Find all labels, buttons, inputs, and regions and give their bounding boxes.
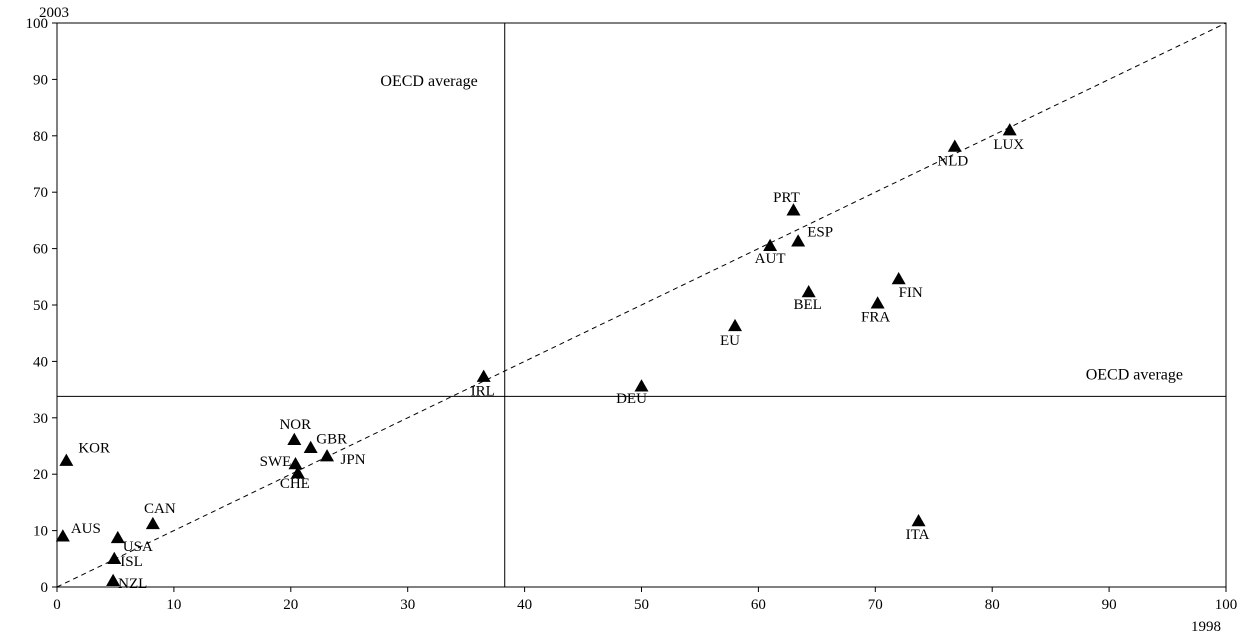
point-marker-aus <box>55 529 70 542</box>
point-marker-eu <box>728 318 743 332</box>
axis-ticks: 0 10 20 30 40 50 60 70 80 90 100 0 10 20 30 40 50 60 70 80 9… <box>26 16 1238 613</box>
point-marker-irl <box>476 369 491 382</box>
point-label-che: CHE <box>280 476 310 492</box>
point-marker-ita <box>911 514 926 527</box>
point-label-irl: IRL <box>471 384 495 400</box>
point-marker-jpn <box>320 449 335 462</box>
x-tick-label: 20 <box>283 597 298 613</box>
point-label-eu: EU <box>720 333 740 349</box>
point-marker-bel <box>801 285 816 298</box>
point-marker-swe <box>288 457 303 470</box>
point-marker-nzl <box>106 573 121 587</box>
point-label-esp: ESP <box>807 224 833 240</box>
x-tick-label: 30 <box>400 597 415 613</box>
point-marker-gbr <box>303 440 318 453</box>
point-marker-lux <box>1002 123 1017 136</box>
x-tick-label: 70 <box>868 597 883 613</box>
x-tick-label: 100 <box>1215 597 1238 613</box>
x-tick-label: 90 <box>1102 597 1117 613</box>
point-label-nzl: NZL <box>118 576 147 592</box>
point-label-fin: FIN <box>899 285 923 301</box>
point-label-nor: NOR <box>279 417 311 433</box>
point-label-aut: AUT <box>755 251 786 267</box>
x-tick-label: 80 <box>985 597 1000 613</box>
y-axis-title: 2003 <box>39 5 69 21</box>
point-label-lux: LUX <box>993 137 1024 153</box>
point-label-prt: PRT <box>773 190 800 206</box>
point-label-fra: FRA <box>861 309 890 325</box>
point-label-isl: ISL <box>120 554 143 570</box>
point-marker-che <box>290 466 305 479</box>
point-label-swe: SWE <box>260 454 292 470</box>
x-tick-label: 60 <box>751 597 766 613</box>
point-marker-fin <box>891 272 906 285</box>
point-marker-prt <box>786 203 801 216</box>
oecd-average-horizontal-label: OECD average <box>1086 366 1183 383</box>
y-tick-label: 50 <box>33 298 48 314</box>
x-axis-title: 1998 <box>1191 619 1221 635</box>
y-tick-label: 100 <box>26 16 49 32</box>
point-label-ita: ITA <box>906 527 930 543</box>
y-tick-label: 40 <box>33 354 48 370</box>
point-marker-kor <box>59 453 74 466</box>
point-label-aus: AUS <box>71 521 101 537</box>
y-tick-label: 60 <box>33 242 48 258</box>
y-tick-label: 10 <box>33 524 48 540</box>
point-marker-can <box>145 516 160 530</box>
y-tick-label: 70 <box>33 185 48 201</box>
x-tick-label: 0 <box>53 597 61 613</box>
point-marker-nld <box>947 139 962 152</box>
point-label-nld: NLD <box>937 154 968 170</box>
y-tick-label: 90 <box>33 72 48 88</box>
point-label-jpn: JPN <box>341 452 366 468</box>
point-label-can: CAN <box>144 501 176 517</box>
point-marker-esp <box>791 234 806 247</box>
point-marker-aut <box>763 238 778 252</box>
point-marker-isl <box>107 551 122 565</box>
diagonal-line <box>56 22 1227 588</box>
oecd-average-vertical-label: OECD average <box>380 73 477 90</box>
point-marker-fra <box>870 296 885 309</box>
point-label-bel: BEL <box>793 297 821 313</box>
y-tick-label: 20 <box>33 467 48 483</box>
y-tick-label: 30 <box>33 411 48 427</box>
point-label-deu: DEU <box>616 391 647 407</box>
point-label-gbr: GBR <box>316 432 347 448</box>
y-tick-label: 80 <box>33 129 48 145</box>
data-points <box>55 123 1017 587</box>
x-tick-label: 50 <box>634 597 649 613</box>
point-marker-nor <box>287 432 302 446</box>
reference-lines <box>56 22 1227 588</box>
y-tick-label: 0 <box>41 580 49 596</box>
x-tick-label: 40 <box>517 597 532 613</box>
point-label-kor: KOR <box>78 441 110 457</box>
point-marker-deu <box>634 379 649 392</box>
point-label-usa: USA <box>123 539 153 555</box>
point-marker-usa <box>110 530 125 544</box>
x-tick-label: 10 <box>166 597 181 613</box>
